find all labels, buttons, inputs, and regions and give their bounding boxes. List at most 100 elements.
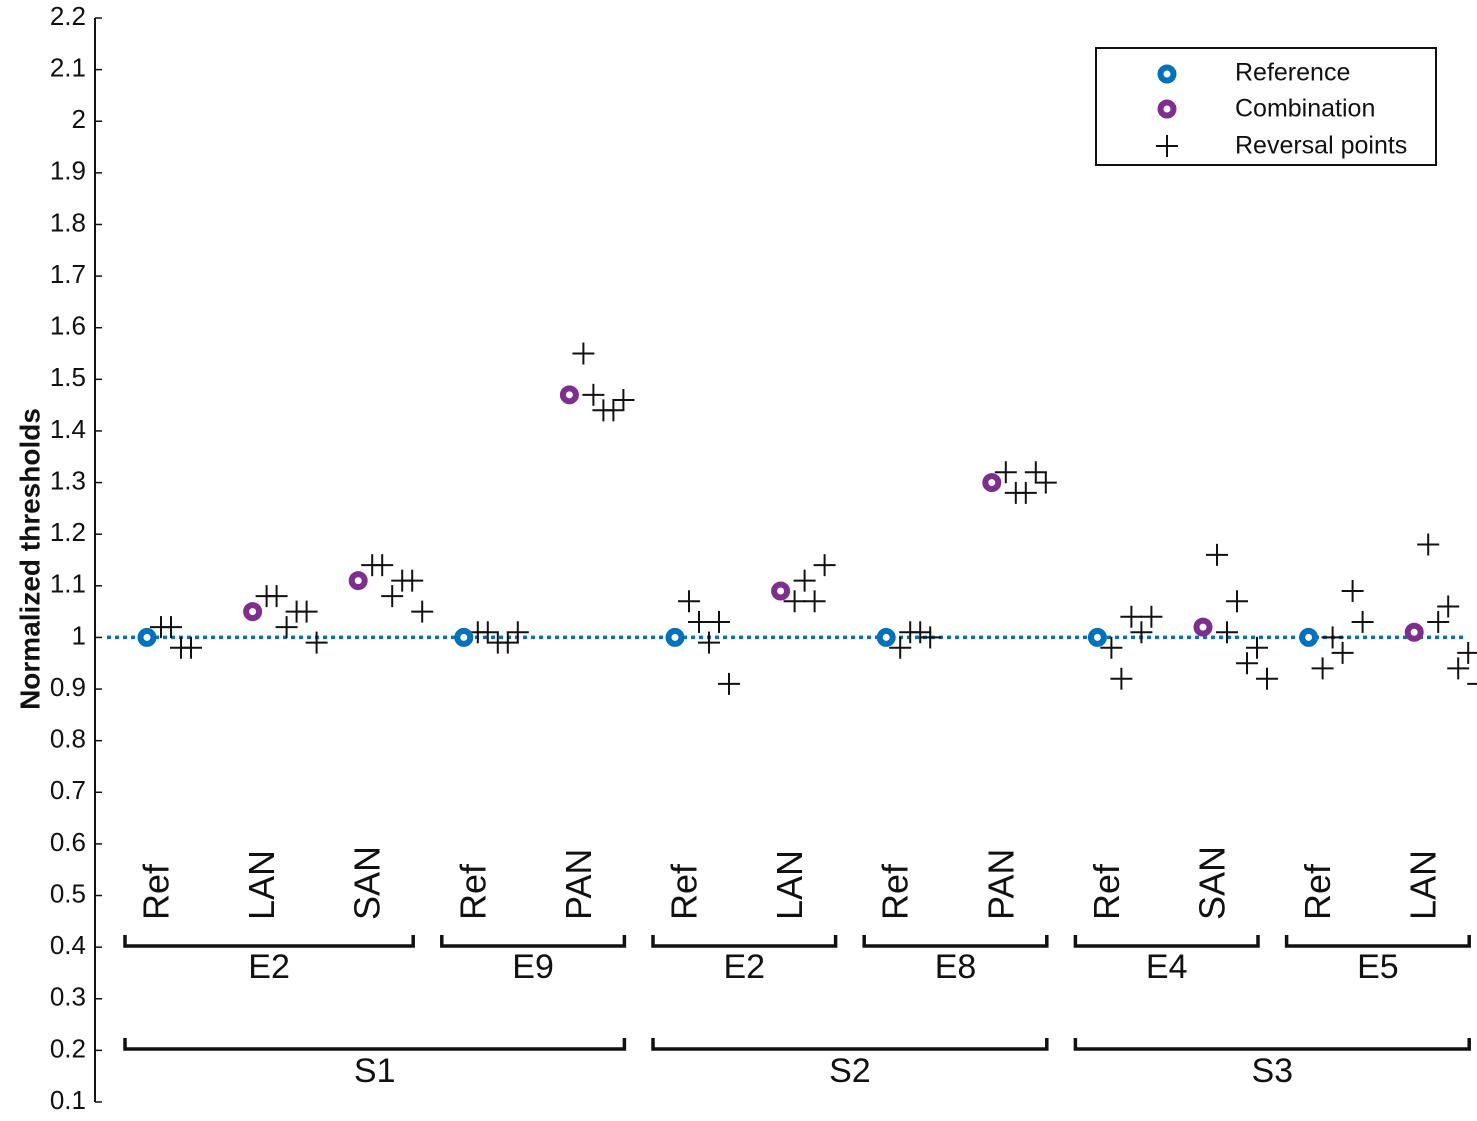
legend-reference-label: Reference xyxy=(1235,59,1350,87)
condition-label: LAN xyxy=(769,850,810,920)
y-tick-label: 0.7 xyxy=(50,775,86,805)
condition-label: Ref xyxy=(1086,863,1127,920)
reversal-point xyxy=(1467,682,1477,685)
subject-group-bracket xyxy=(123,1038,627,1051)
reversal-point xyxy=(708,610,730,633)
condition-label: Ref xyxy=(664,863,705,920)
y-tick-label: 1.6 xyxy=(50,311,86,341)
condition-label: Ref xyxy=(136,863,177,920)
reversal-point xyxy=(1100,636,1123,659)
combination-point xyxy=(559,385,579,405)
condition-label: Ref xyxy=(1297,863,1338,920)
electrode-group-label: E2 xyxy=(248,948,290,986)
reversal-point xyxy=(381,585,404,608)
reversal-point xyxy=(783,590,806,613)
combination-point xyxy=(1193,617,1213,637)
y-tick-label: 0.5 xyxy=(50,878,86,908)
condition-label: PAN xyxy=(980,849,1021,920)
y-tick-label: 0.8 xyxy=(50,724,86,754)
condition-label: PAN xyxy=(558,849,599,920)
legend-reference-marker xyxy=(1157,64,1177,84)
legend-combination-marker xyxy=(1157,99,1177,119)
reversal-point xyxy=(1311,657,1334,680)
reversal-point xyxy=(909,621,932,644)
reversal-point xyxy=(275,616,298,639)
reversal-point xyxy=(602,399,625,422)
reversal-point xyxy=(572,342,595,365)
combination-point xyxy=(771,581,791,601)
reversal-point xyxy=(160,616,182,639)
condition-label: SAN xyxy=(1192,846,1233,920)
electrode-group-bracket xyxy=(123,935,415,948)
electrode-group-bracket xyxy=(1073,935,1260,948)
y-tick-label: 2.2 xyxy=(50,1,86,31)
reversal-point xyxy=(180,636,202,659)
condition-label: Ref xyxy=(875,863,916,920)
reversal-point xyxy=(411,600,434,623)
condition-labels: Ref LAN SAN Ref PAN Ref LAN Ref PAN Ref SAN Ref LAN xyxy=(136,846,1444,920)
legend: Reference Combination Reversal points xyxy=(1095,47,1437,166)
reversal-point xyxy=(793,569,816,592)
combination-point xyxy=(982,473,1002,493)
y-tick-label: 0.3 xyxy=(50,982,86,1012)
reversal-point xyxy=(612,388,635,411)
reference-point xyxy=(665,627,685,647)
reversal-point xyxy=(1014,481,1037,504)
y-tick-label: 1.8 xyxy=(50,207,86,237)
electrode-group-bracket xyxy=(651,935,838,948)
condition-label: SAN xyxy=(347,846,388,920)
combination-point xyxy=(243,602,263,622)
group-brackets: E2 E9 E2 E8 E4 E5 S1 S2 S3 xyxy=(123,935,1471,1090)
reference-point xyxy=(137,627,157,647)
reversal-point xyxy=(1427,610,1450,633)
reversal-point xyxy=(1417,533,1440,556)
electrode-group-bracket xyxy=(862,935,1049,948)
electrode-group-bracket xyxy=(440,935,627,948)
y-tick-label: 0.4 xyxy=(50,930,86,960)
subject-group-label: S3 xyxy=(1252,1052,1294,1090)
reference-point xyxy=(1087,627,1107,647)
electrode-group-label: E8 xyxy=(935,948,977,986)
reversal-point xyxy=(813,554,836,577)
reference-point xyxy=(1299,627,1319,647)
reversal-point xyxy=(371,554,394,577)
reversal-point xyxy=(1236,652,1258,675)
reversal-point xyxy=(919,626,942,649)
y-tick-label: 0.6 xyxy=(50,827,86,857)
reference-point xyxy=(876,627,896,647)
y-tick-label: 1.5 xyxy=(50,362,86,392)
y-tick-label: 1.7 xyxy=(50,259,86,289)
electrode-group-label: E2 xyxy=(724,948,766,986)
reversal-point xyxy=(718,672,740,695)
reversal-point xyxy=(1321,626,1344,649)
y-axis-title: Normalized thresholds xyxy=(14,408,45,710)
y-tick-label: 0.9 xyxy=(50,672,86,702)
reversal-point xyxy=(1246,636,1268,659)
reversal-point xyxy=(994,461,1017,484)
reversal-point xyxy=(506,621,529,644)
reversal-point xyxy=(688,610,710,633)
y-tick-label: 1 xyxy=(72,620,86,650)
reversal-point xyxy=(1206,543,1228,566)
reversal-point xyxy=(1331,641,1354,664)
reversal-point xyxy=(305,631,328,654)
combination-point xyxy=(348,571,368,591)
reversal-point xyxy=(1110,667,1133,690)
reversal-point xyxy=(803,590,826,613)
points-layer xyxy=(137,342,1477,695)
reversal-point xyxy=(401,569,424,592)
y-tick-label: 2 xyxy=(72,104,86,134)
reversal-point xyxy=(1437,595,1460,618)
reversal-point xyxy=(1226,590,1248,613)
reversal-point xyxy=(1130,621,1153,644)
reversal-point xyxy=(476,621,499,644)
y-axis: 0.1 0.2 0.3 0.4 0.5 0.6 0.7 0.8 0.9 1 1.1 1.2 1.3 1.4… xyxy=(50,1,102,1115)
y-tick-label: 2.1 xyxy=(50,52,86,82)
reversal-point xyxy=(698,631,720,654)
y-tick-label: 1.9 xyxy=(50,156,86,186)
electrode-group-bracket xyxy=(1284,935,1471,948)
reversal-point xyxy=(496,631,519,654)
y-tick-label: 1.2 xyxy=(50,517,86,547)
subject-group-label: S1 xyxy=(354,1052,396,1090)
